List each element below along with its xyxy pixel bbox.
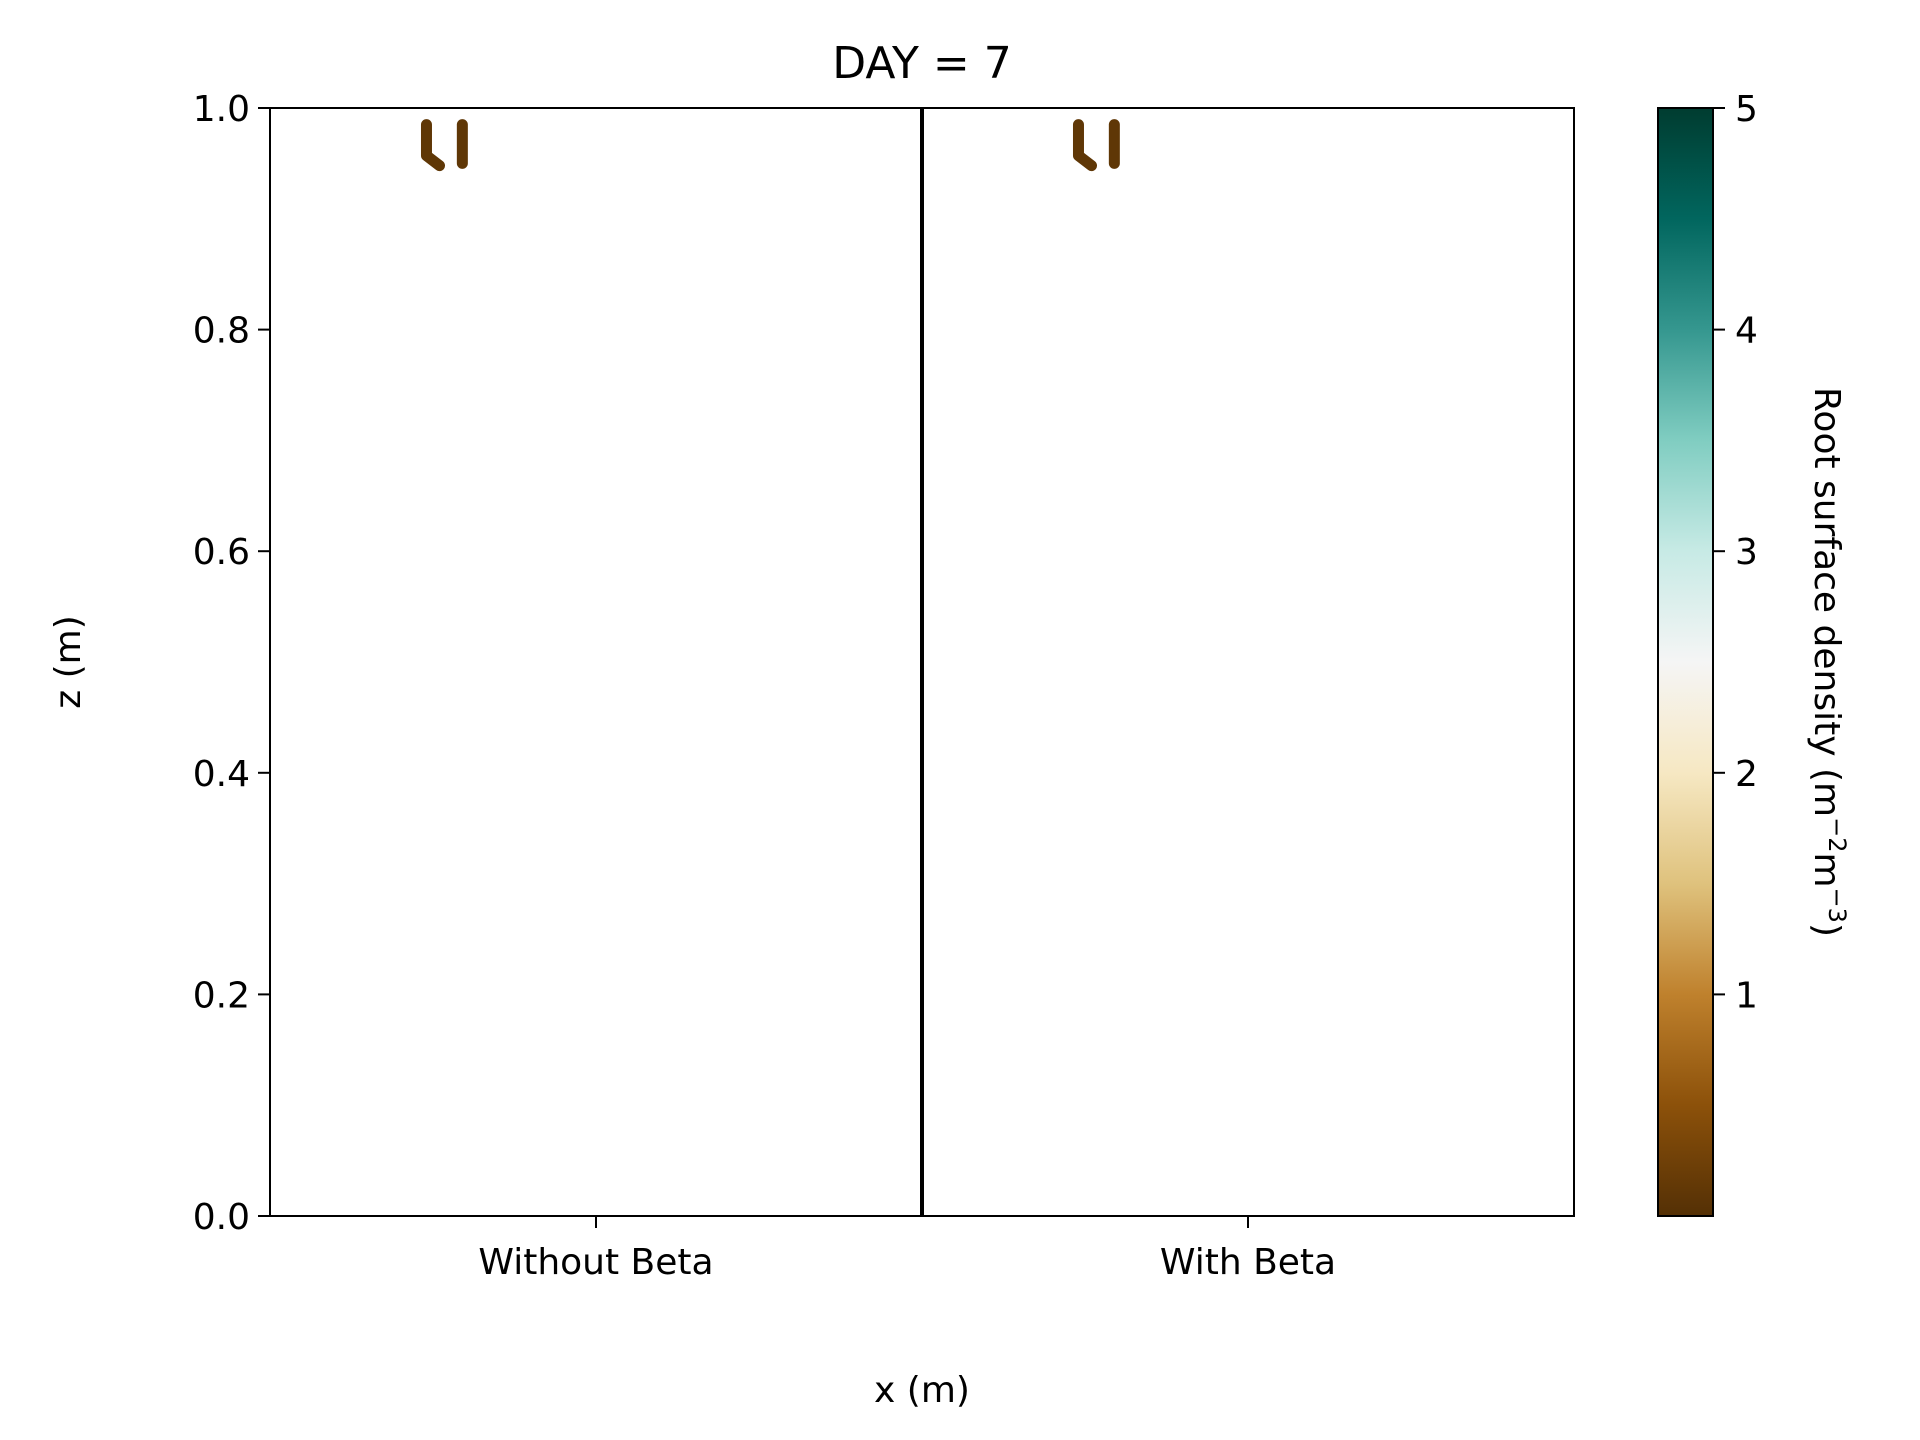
- x-axis: Without Beta With Beta: [478, 1216, 1336, 1283]
- root-segment: [420, 119, 446, 172]
- panel-without-beta: [270, 108, 922, 1216]
- colorbar-tick-label: 4: [1735, 311, 1758, 352]
- plot-area: [269, 107, 1575, 1217]
- y-tick-label: 0.8: [193, 311, 250, 352]
- roots-layer: [420, 119, 1120, 172]
- colorbar-label-sup2: −3: [1823, 888, 1851, 923]
- x-tick-label: With Beta: [1160, 1242, 1336, 1283]
- panel-with-beta: [922, 108, 1574, 1216]
- colorbar-label: Root surface density (m−2m−3): [1806, 387, 1851, 937]
- y-tick-label: 0.6: [193, 532, 250, 573]
- y-tick-label: 0.2: [193, 975, 250, 1016]
- chart-title: DAY = 7: [832, 38, 1012, 89]
- colorbar-tick-label: 5: [1735, 89, 1758, 130]
- plot-frame: [269, 107, 1575, 1217]
- colorbar-label-end: ): [1806, 923, 1847, 937]
- y-tick-label: 1.0: [193, 89, 250, 130]
- colorbar-label-sup1: −2: [1823, 817, 1851, 852]
- colorbar-tick-label: 1: [1735, 975, 1758, 1016]
- y-tick-label: 0.0: [193, 1197, 250, 1238]
- y-axis-label: z (m): [48, 615, 89, 709]
- colorbar-label-main: Root surface density (m: [1806, 387, 1847, 817]
- root-segment: [1072, 119, 1098, 172]
- y-tick-label: 0.4: [193, 754, 250, 795]
- colorbar-tick-label: 3: [1735, 532, 1758, 573]
- x-tick-label: Without Beta: [478, 1242, 713, 1283]
- colorbar-gradient: [1657, 107, 1714, 1217]
- colorbar-ticks: 1 2 3 4 5: [1713, 89, 1758, 1016]
- x-axis-label: x (m): [874, 1370, 970, 1411]
- colorbar-tick-label: 2: [1735, 754, 1758, 795]
- y-axis: 0.0 0.2 0.4 0.6 0.8 1.0: [193, 89, 270, 1238]
- colorbar: 1 2 3 4 5 Root surface density (m−2m−3): [1657, 89, 1851, 1217]
- colorbar-label-mid: m: [1806, 852, 1847, 887]
